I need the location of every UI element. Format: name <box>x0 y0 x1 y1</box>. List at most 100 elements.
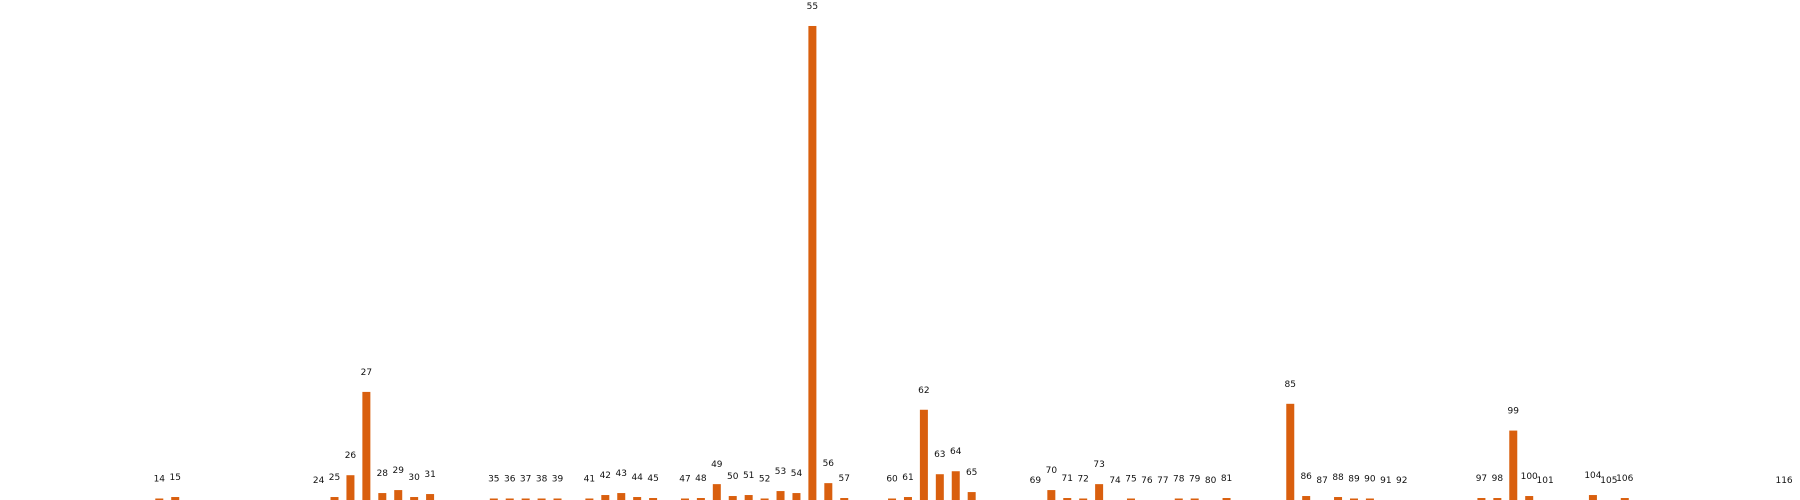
bar-label-36: 36 <box>504 475 516 485</box>
bar-label-89: 89 <box>1348 475 1360 485</box>
bar-60 <box>888 498 897 500</box>
bar-48 <box>696 498 705 500</box>
bar-26 <box>346 475 355 500</box>
bar-44 <box>633 497 642 500</box>
bar-106 <box>1620 498 1629 500</box>
bar-41 <box>585 498 594 500</box>
bar-53 <box>776 491 785 500</box>
bar-54 <box>792 493 801 500</box>
bar-label-77: 77 <box>1157 476 1168 486</box>
bar-label-78: 78 <box>1173 475 1185 485</box>
bar-label-30: 30 <box>408 473 420 483</box>
bar-series <box>155 25 1629 500</box>
bar-label-49: 49 <box>711 460 723 470</box>
bar-label-57: 57 <box>839 474 850 484</box>
bar-49 <box>712 484 721 500</box>
bar-label-69: 69 <box>1030 476 1042 486</box>
bar-label-86: 86 <box>1300 472 1312 482</box>
bar-label-61: 61 <box>902 473 913 483</box>
bar-56 <box>824 483 833 500</box>
bar-label-99: 99 <box>1508 407 1520 417</box>
bar-label-81: 81 <box>1221 474 1232 484</box>
bar-25 <box>330 497 339 500</box>
bar-label-80: 80 <box>1205 476 1217 486</box>
bar-85 <box>1286 403 1295 500</box>
bar-78 <box>1174 498 1183 500</box>
bar-38 <box>537 498 546 500</box>
bar-label-28: 28 <box>377 469 389 479</box>
bar-63 <box>935 474 944 500</box>
bar-label-25: 25 <box>329 473 340 483</box>
bar-label-76: 76 <box>1141 476 1153 486</box>
bar-label-54: 54 <box>791 469 803 479</box>
bar-label-104: 104 <box>1584 471 1601 481</box>
bar-61 <box>903 497 912 500</box>
bar-label-116: 116 <box>1775 476 1792 486</box>
bar-label-106: 106 <box>1616 474 1633 484</box>
bar-label-45: 45 <box>647 474 658 484</box>
bar-42 <box>601 495 610 500</box>
bar-27 <box>362 391 371 500</box>
bar-label-31: 31 <box>424 470 435 480</box>
bar-97 <box>1477 498 1486 500</box>
bar-29 <box>394 490 403 500</box>
bar-label-27: 27 <box>361 368 372 378</box>
bar-label-73: 73 <box>1093 460 1104 470</box>
bar-37 <box>521 498 530 500</box>
bar-label-85: 85 <box>1285 380 1296 390</box>
bar-52 <box>760 498 769 500</box>
bar-label-26: 26 <box>345 451 357 461</box>
bar-39 <box>553 498 562 500</box>
bar-label-41: 41 <box>584 475 595 485</box>
bar-label-91: 91 <box>1380 476 1391 486</box>
bar-72 <box>1079 498 1088 500</box>
bar-99 <box>1509 430 1518 500</box>
bar-45 <box>649 498 658 500</box>
bar-label-44: 44 <box>631 473 643 483</box>
bar-14 <box>155 498 164 500</box>
bar-47 <box>680 498 689 500</box>
bar-label-90: 90 <box>1364 475 1376 485</box>
bar-label-79: 79 <box>1189 475 1201 485</box>
bar-35 <box>489 498 498 500</box>
bar-label-52: 52 <box>759 475 770 485</box>
bar-104 <box>1588 495 1597 500</box>
bar-51 <box>744 495 753 500</box>
bar-62 <box>919 409 928 500</box>
bar-label-62: 62 <box>918 386 929 396</box>
bar-label-65: 65 <box>966 468 977 478</box>
bar-79 <box>1190 498 1199 500</box>
bar-label-56: 56 <box>823 459 835 469</box>
bar-65 <box>967 492 976 500</box>
bar-label-39: 39 <box>552 475 564 485</box>
bar-73 <box>1095 484 1104 500</box>
bar-label-60: 60 <box>886 475 898 485</box>
bar-31 <box>426 494 435 500</box>
bar-label-35: 35 <box>488 475 499 485</box>
bar-label-47: 47 <box>679 475 690 485</box>
bar-98 <box>1493 498 1502 500</box>
bar-label-38: 38 <box>536 475 548 485</box>
bar-label-75: 75 <box>1125 475 1136 485</box>
bar-label-64: 64 <box>950 447 962 457</box>
bar-71 <box>1063 498 1072 500</box>
bar-88 <box>1334 497 1343 500</box>
bar-81 <box>1222 498 1231 500</box>
bar-label-15: 15 <box>169 473 180 483</box>
bar-70 <box>1047 490 1056 500</box>
bar-label-42: 42 <box>600 471 611 481</box>
bar-label-29: 29 <box>393 466 405 476</box>
bar-15 <box>171 497 180 500</box>
bar-label-48: 48 <box>695 474 707 484</box>
bar-label-100: 100 <box>1521 472 1538 482</box>
bar-label-70: 70 <box>1046 466 1058 476</box>
bar-label-72: 72 <box>1077 475 1088 485</box>
bar-label-74: 74 <box>1109 476 1121 486</box>
bar-label-37: 37 <box>520 475 531 485</box>
bar-28 <box>378 493 387 500</box>
bar-label-87: 87 <box>1316 476 1327 486</box>
bar-90 <box>1365 498 1374 500</box>
bar-label-63: 63 <box>934 450 945 460</box>
